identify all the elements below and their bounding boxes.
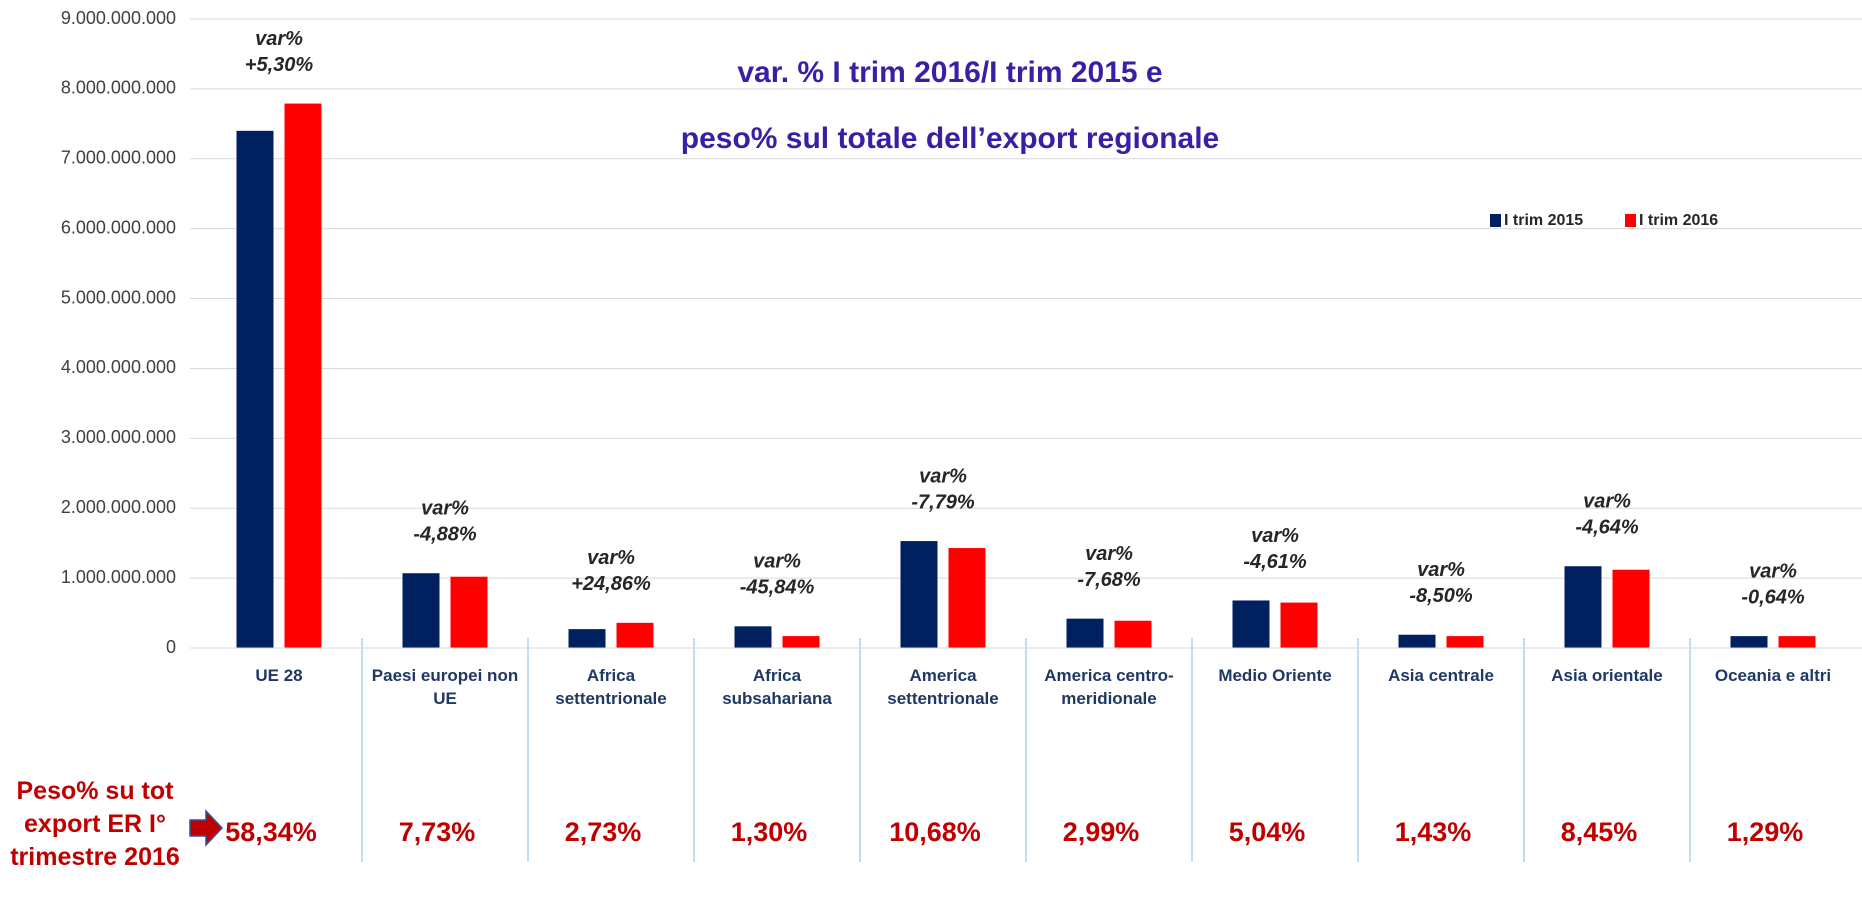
y-tick-label: 4.000.000.000	[61, 357, 176, 377]
var-label: -8,50%	[1409, 585, 1473, 607]
x-tick-label: Medio Oriente	[1218, 666, 1332, 685]
var-label: -7,68%	[1077, 569, 1141, 591]
chart-title: var. % I trim 2016/I trim 2015 e	[737, 56, 1162, 89]
bar	[1612, 569, 1650, 648]
y-tick-label: 0	[166, 637, 176, 657]
bar	[568, 629, 606, 648]
bar	[1066, 618, 1104, 648]
x-tick-label: Paesi europei non UE	[371, 666, 519, 708]
y-tick-label: 7.000.000.000	[61, 148, 176, 168]
share-label: 1,29%	[1727, 817, 1804, 847]
bar	[782, 636, 820, 648]
share-label: 7,73%	[399, 817, 476, 847]
var-title: var%	[255, 28, 303, 50]
share-label: 58,34%	[225, 817, 317, 847]
var-label: -4,64%	[1575, 517, 1639, 539]
var-label: -4,61%	[1243, 551, 1307, 573]
bar	[450, 576, 488, 648]
arrow	[189, 809, 224, 847]
x-tick-label: Africa settentrionale	[555, 666, 667, 708]
var-label: -7,79%	[911, 491, 975, 513]
bar	[1730, 636, 1768, 648]
bar	[236, 130, 274, 649]
y-tick-label: 8.000.000.000	[61, 78, 176, 98]
y-tick-label: 5.000.000.000	[61, 287, 176, 307]
bar	[1564, 566, 1602, 648]
bar	[402, 573, 440, 648]
var-title: var%	[587, 547, 635, 569]
var-label: +24,86%	[571, 573, 651, 595]
x-tick-label: America settentrionale	[887, 666, 999, 708]
x-tick-label: Asia orientale	[1551, 666, 1663, 685]
bar	[1778, 636, 1816, 648]
var-title: var%	[1251, 525, 1299, 547]
legend-swatch	[1490, 214, 1501, 227]
bar	[1280, 602, 1318, 648]
bar	[1114, 620, 1152, 648]
share-title: Peso% su tot export ER I° trimestre 2016	[10, 777, 180, 871]
bar	[1446, 636, 1484, 648]
var-title: var%	[1749, 560, 1797, 582]
legend-swatch	[1625, 214, 1636, 227]
share-label: 2,73%	[565, 817, 642, 847]
y-tick-label: 2.000.000.000	[61, 497, 176, 517]
var-label: -45,84%	[740, 577, 815, 599]
x-tick-label: Oceania e altri	[1714, 666, 1832, 685]
share-label: 8,45%	[1561, 817, 1638, 847]
bar	[1232, 600, 1270, 648]
var-label: -4,88%	[413, 524, 477, 546]
y-tick-label: 3.000.000.000	[61, 427, 176, 447]
share-label: 5,04%	[1229, 817, 1306, 847]
x-tick-label: Asia centrale	[1388, 666, 1494, 685]
chart-subtitle: peso% sul totale dell’export regionale	[681, 122, 1219, 155]
var-title: var%	[421, 498, 469, 520]
y-tick-label: 1.000.000.000	[61, 567, 176, 587]
var-label: -0,64%	[1741, 586, 1805, 608]
x-tick-label: Africa subsahariana	[722, 666, 832, 708]
x-tick-label: UE 28	[255, 666, 303, 685]
share-label: 1,30%	[731, 817, 808, 847]
var-title: var%	[753, 551, 801, 573]
share-label: 10,68%	[889, 817, 981, 847]
bar	[734, 626, 772, 648]
var-label: +5,30%	[245, 54, 314, 76]
y-tick-label: 9.000.000.000	[61, 8, 176, 28]
share-label: 2,99%	[1063, 817, 1140, 847]
legend-label: I trim 2015	[1504, 212, 1583, 229]
share-label: 1,43%	[1395, 817, 1472, 847]
bar	[1398, 634, 1436, 648]
bar	[900, 541, 938, 648]
bar	[284, 103, 322, 648]
var-title: var%	[1085, 543, 1133, 565]
var-title: var%	[1417, 559, 1465, 581]
y-tick-label: 6.000.000.000	[61, 217, 176, 237]
bar	[616, 622, 654, 648]
var-title: var%	[1583, 491, 1631, 513]
legend-label: I trim 2016	[1639, 212, 1718, 229]
var-title: var%	[919, 465, 967, 487]
x-tick-label: America centro-meridionale	[1044, 666, 1174, 708]
bar	[948, 548, 986, 648]
